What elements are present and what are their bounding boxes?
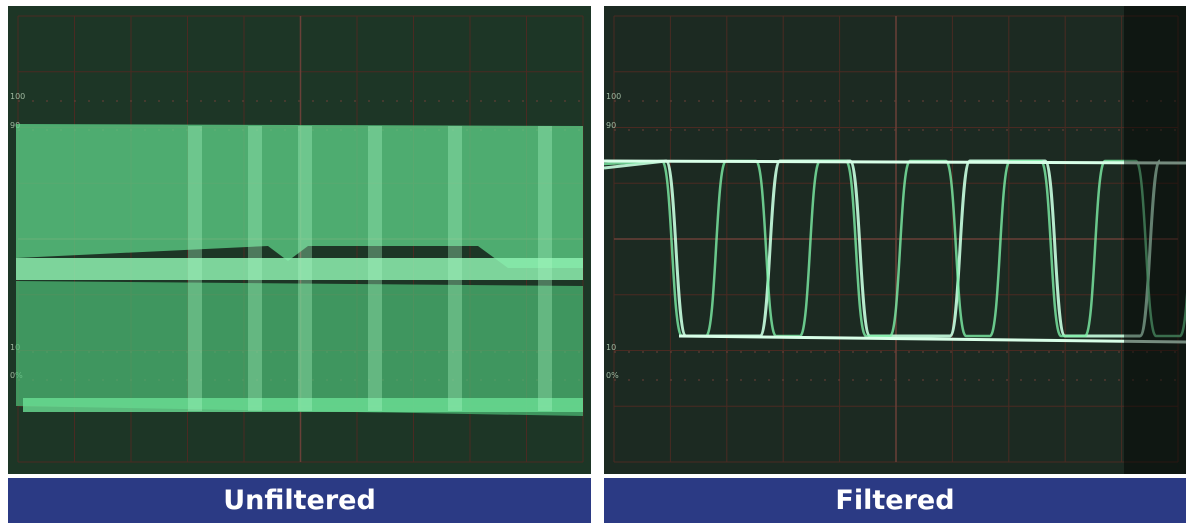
trace-edge — [298, 126, 312, 411]
screen-label: 0% — [606, 371, 619, 380]
vignette — [1124, 6, 1186, 474]
trace-edge — [368, 126, 382, 411]
screen — [604, 6, 1186, 474]
screen-label: 100 — [606, 92, 621, 101]
caption: Unfiltered — [8, 478, 591, 523]
trace — [604, 161, 1186, 163]
trace-edge — [188, 126, 202, 411]
caption: Filtered — [604, 478, 1186, 523]
trace-edge — [538, 126, 552, 411]
screen-label: 90 — [606, 121, 616, 130]
trace-edge — [248, 126, 262, 411]
screen-label: 10 — [606, 343, 616, 352]
page: 10090100% Unfiltered 10090100% Filtered … — [0, 0, 1192, 527]
screen-label: 100 — [10, 92, 25, 101]
trace-edge — [448, 126, 462, 411]
scope-photo: 100 90 10 0% — [604, 6, 1186, 474]
